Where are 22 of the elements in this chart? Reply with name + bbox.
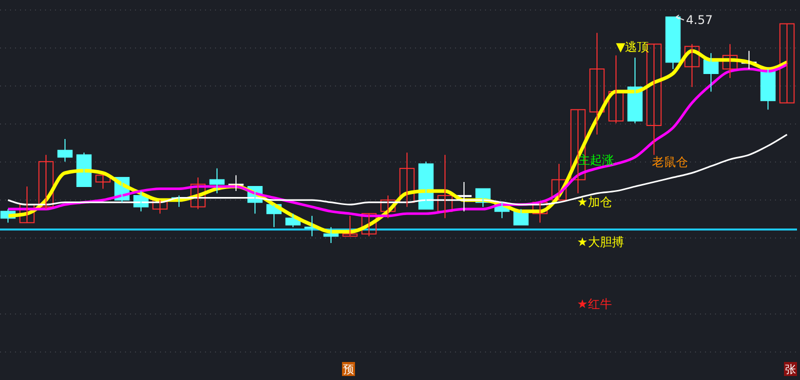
annotation: ★加仓: [577, 195, 612, 209]
candlestick: [38, 154, 54, 210]
candlestick: [779, 23, 795, 104]
text: 预: [343, 363, 354, 376]
annotation: ★大胆搏: [577, 235, 624, 249]
candlestick: [589, 32, 605, 136]
annotation: 4.57: [686, 13, 713, 27]
text: ★红牛: [577, 297, 612, 311]
candlestick: [722, 44, 738, 79]
candlestick: [684, 44, 700, 88]
candlestick: [342, 215, 358, 237]
candlestick: [551, 163, 567, 201]
candlestick: [190, 176, 206, 210]
candlestick: [57, 138, 73, 162]
candlestick: [608, 54, 624, 124]
candlestick: [209, 168, 225, 194]
annotation: 老鼠仓: [652, 155, 688, 169]
candlestick: [399, 152, 415, 208]
candlestick: [437, 154, 453, 219]
candlestick: [380, 195, 396, 219]
candlestick: [361, 213, 377, 237]
text: 张: [785, 363, 796, 376]
